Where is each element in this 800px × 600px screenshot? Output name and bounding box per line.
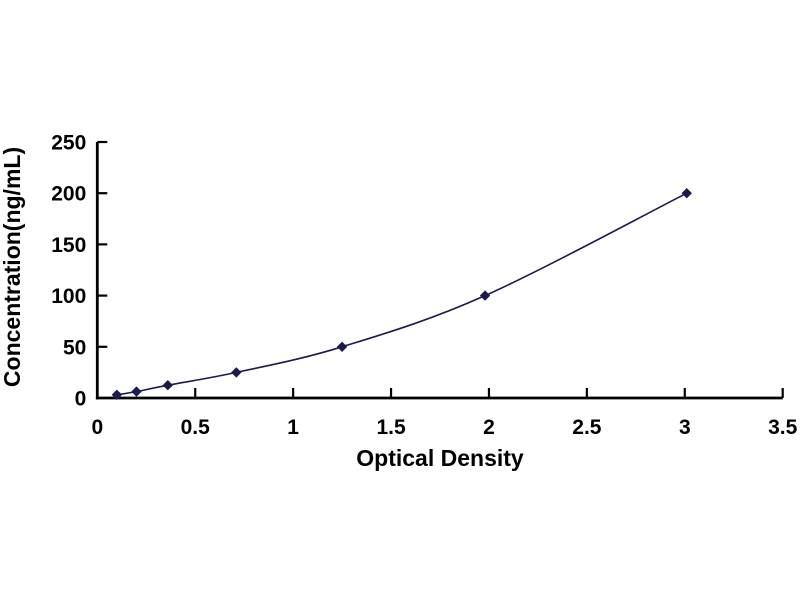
y-axis-title: Concentration(ng/mL): [0, 147, 25, 387]
data-point-marker: [111, 389, 123, 401]
x-tick-label: 1.5: [376, 416, 406, 439]
x-tick-label: 0: [91, 416, 103, 439]
y-tick-label: 0: [75, 388, 87, 411]
x-axis-title: Optical Density: [356, 445, 524, 471]
x-tick-label: 2: [483, 416, 495, 439]
x-tick-label: 3.5: [768, 416, 798, 439]
y-tick-label: 200: [51, 183, 86, 206]
data-point-marker: [336, 341, 348, 352]
data-point-marker: [131, 386, 142, 397]
y-tick-label: 100: [51, 285, 86, 308]
x-tick-label: 3: [679, 416, 691, 439]
y-tick-label: 50: [63, 336, 86, 359]
x-tick-label: 0.5: [181, 416, 211, 439]
data-point-marker: [231, 367, 242, 378]
y-tick-label: 250: [51, 132, 86, 155]
data-point-marker: [479, 290, 491, 301]
y-tick-label: 150: [51, 234, 86, 257]
x-tick-label: 2.5: [572, 416, 602, 439]
data-point-marker: [162, 380, 173, 391]
x-tick-label: 1: [287, 416, 299, 439]
standard-curve-line: [116, 192, 688, 396]
data-point-marker: [681, 188, 692, 199]
